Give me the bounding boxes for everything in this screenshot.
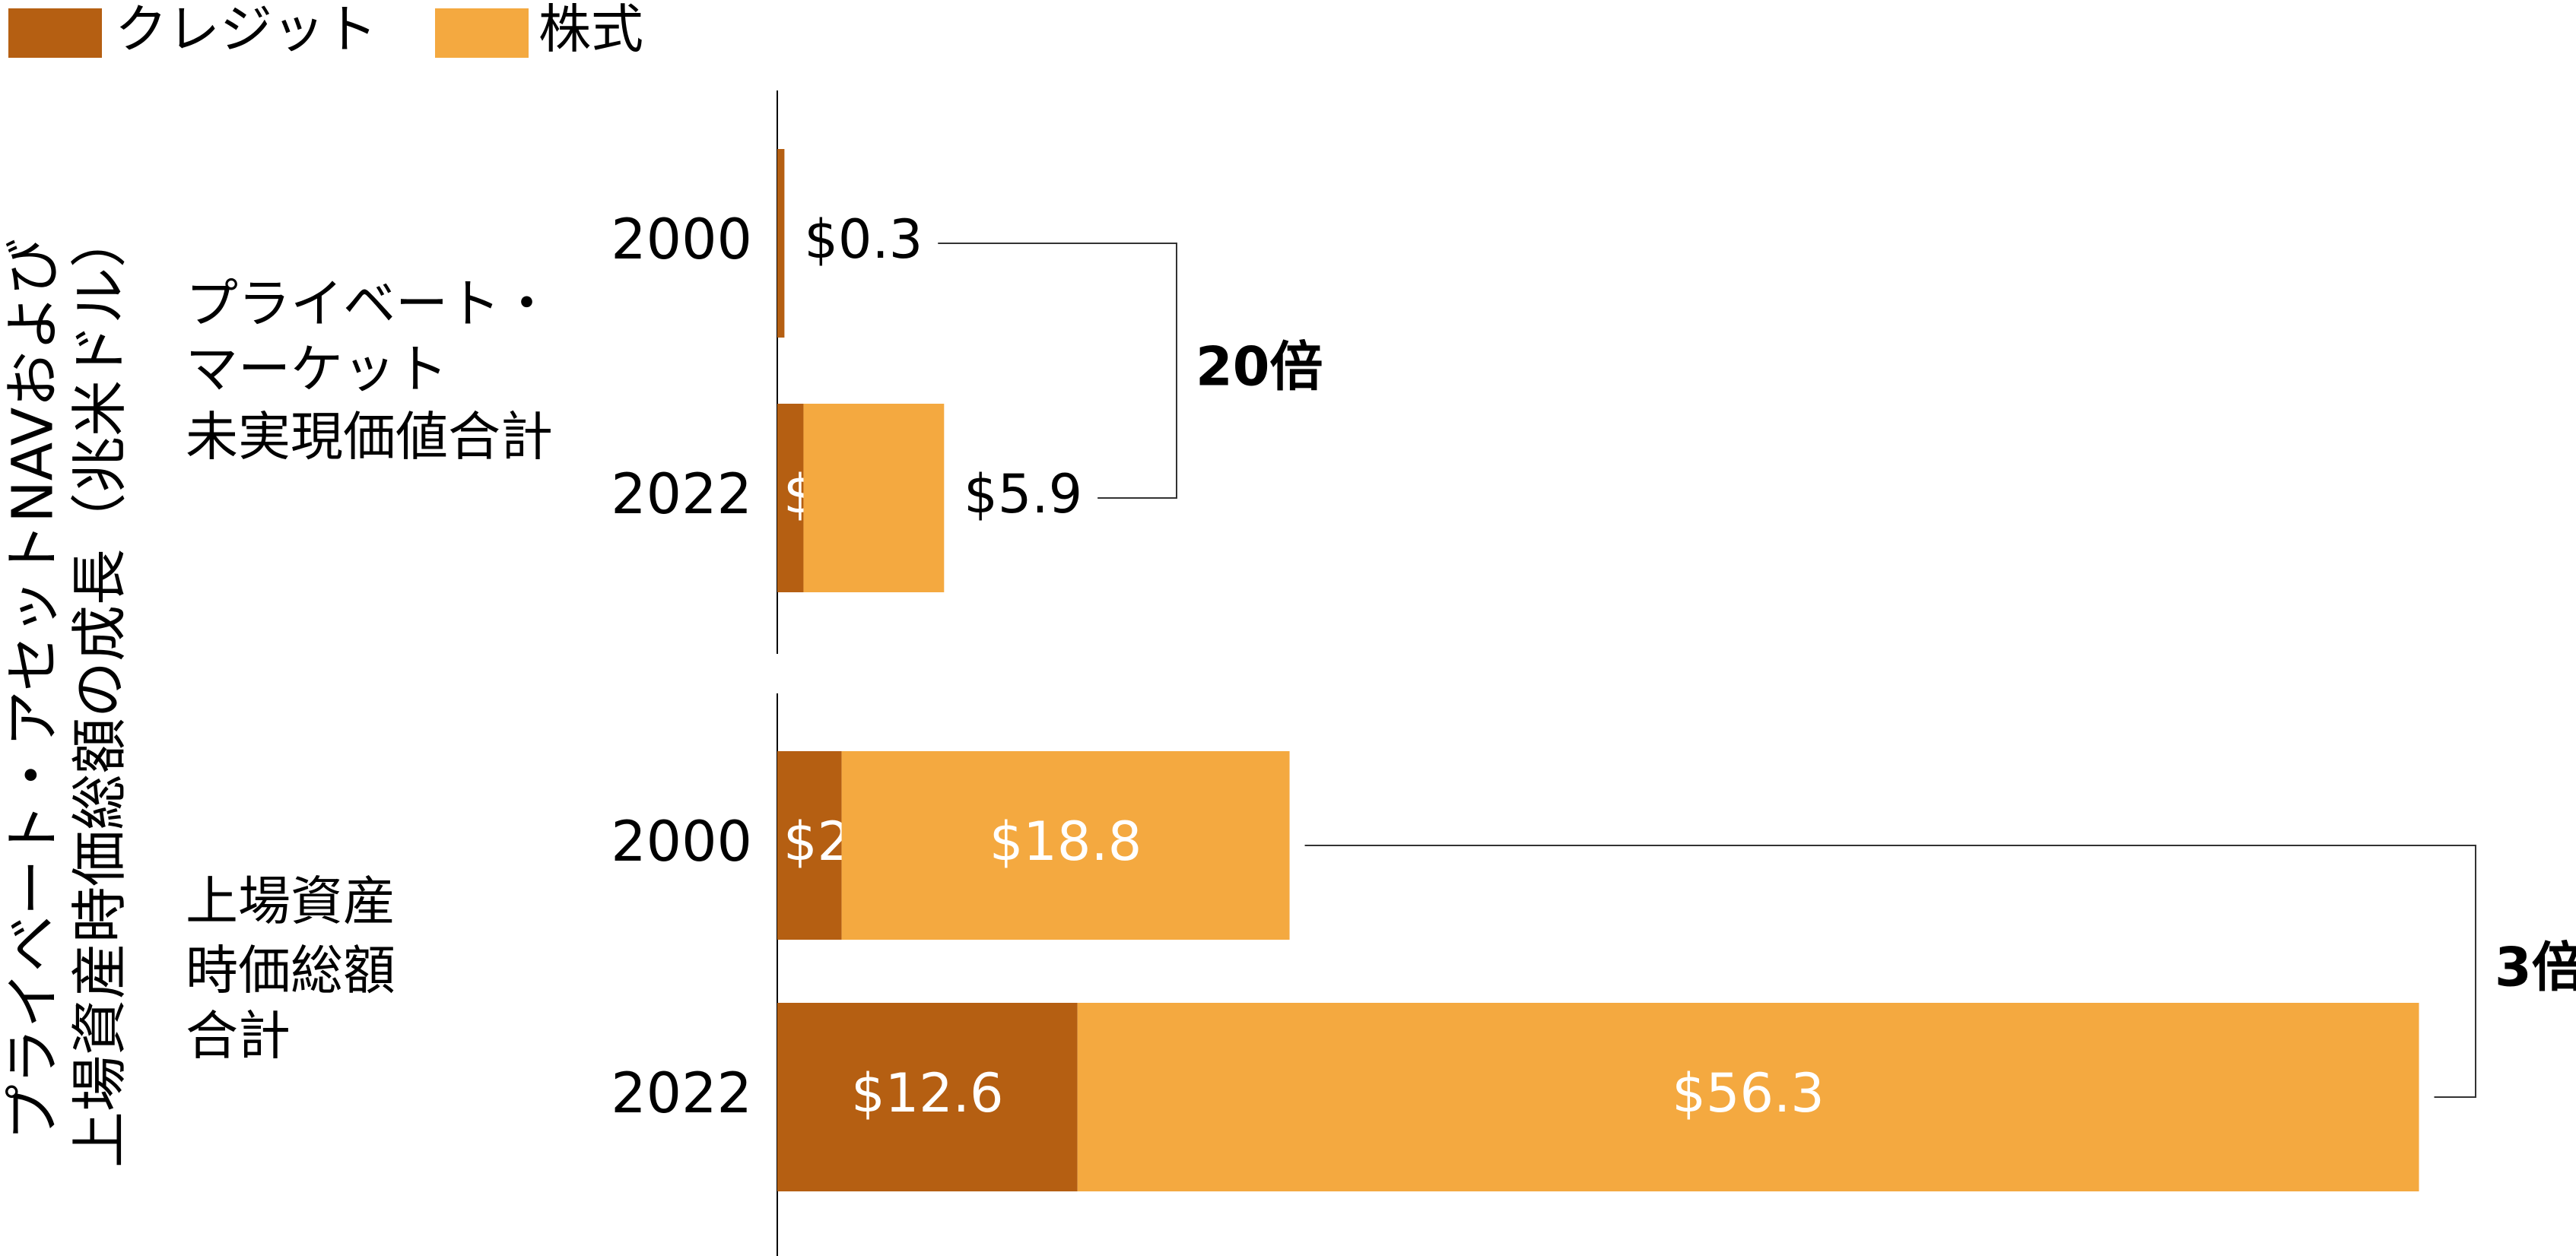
bracket <box>1304 845 2476 1098</box>
category-label: 2022 <box>611 1061 752 1126</box>
group-label: 未実現価値合計 <box>186 407 553 468</box>
category-label: 2022 <box>611 462 752 527</box>
legend-label: クレジット <box>115 0 377 60</box>
group-label: 合計 <box>186 1006 291 1067</box>
bar-segment <box>803 404 945 592</box>
category-label: 2000 <box>611 208 752 272</box>
bar-segment <box>1077 1003 2419 1191</box>
annotation: 3倍 <box>2495 937 2576 999</box>
bracket <box>938 243 1177 499</box>
group-label: 時価総額 <box>186 940 395 1001</box>
legend-swatch <box>435 8 529 58</box>
bar-segment <box>777 751 842 940</box>
legend-swatch <box>8 8 102 58</box>
bar-segment <box>841 751 1290 940</box>
group-label: プライベート・ <box>186 274 553 335</box>
annotation: 20倍 <box>1196 336 1323 398</box>
bar-segment <box>777 1003 1078 1191</box>
value-label: $18.8 <box>989 810 1142 873</box>
category-label: 2000 <box>611 810 752 874</box>
value-label: $5.9 <box>964 463 1082 525</box>
axis-title: プライベート・アセットNAVおよび <box>1 239 66 1140</box>
group-label: マーケット <box>186 339 448 400</box>
legend-label: 株式 <box>538 0 643 60</box>
value-label: $0.3 <box>804 208 923 271</box>
axis-title: 上場資産時価総額の成長（兆米ドル） <box>68 211 133 1168</box>
group-label: 上場資産 <box>186 871 395 932</box>
value-label: $56.3 <box>1672 1062 1824 1124</box>
bar-segment <box>777 149 785 338</box>
value-label: $12.6 <box>851 1062 1003 1124</box>
bar-segment <box>777 404 804 592</box>
